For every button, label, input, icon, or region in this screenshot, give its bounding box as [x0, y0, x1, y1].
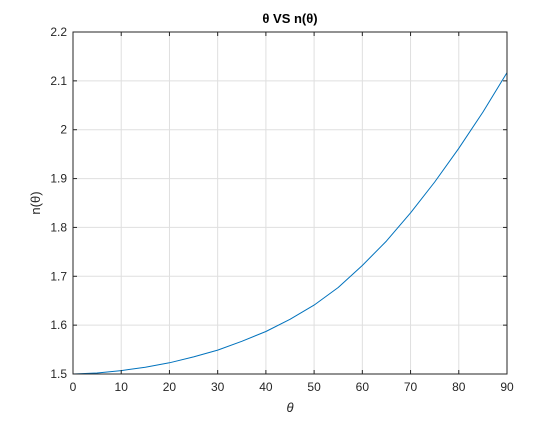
y-axis-label: n(θ): [28, 191, 43, 214]
y-tick-label: 1.6: [50, 318, 67, 332]
chart-title: θ VS n(θ): [262, 11, 317, 26]
series-layer: [72, 72, 508, 375]
x-tick-label: 10: [115, 380, 129, 394]
axes-box: [72, 31, 508, 375]
y-tick-label: 1.7: [50, 269, 67, 283]
grid-layer: [73, 32, 507, 374]
y-tick-label: 1.8: [50, 220, 67, 234]
y-tick-label: 1.5: [50, 367, 67, 381]
x-tick-label: 20: [163, 380, 177, 394]
x-tick-label: 80: [452, 380, 466, 394]
y-tick-label: 2: [60, 123, 67, 137]
x-tick-label: 90: [500, 380, 514, 394]
x-axis-label: θ: [286, 400, 293, 415]
x-tick-label: 50: [307, 380, 321, 394]
x-tick-label: 0: [70, 380, 77, 394]
ticks-layer: [72, 31, 508, 375]
y-tick-label: 2.1: [50, 74, 67, 88]
labels-layer: 0 10 20 30 40 50 60 70 80 90 1.5 1.6 1.7 1.8 1.9 2 2.1 2.…: [50, 25, 514, 394]
x-tick-label: 70: [404, 380, 418, 394]
y-tick-label: 1.9: [50, 172, 67, 186]
x-tick-label: 30: [211, 380, 225, 394]
y-tick-label: 2.2: [50, 25, 67, 39]
series-line: [72, 72, 508, 375]
x-tick-label: 40: [259, 380, 273, 394]
x-tick-label: 60: [356, 380, 370, 394]
